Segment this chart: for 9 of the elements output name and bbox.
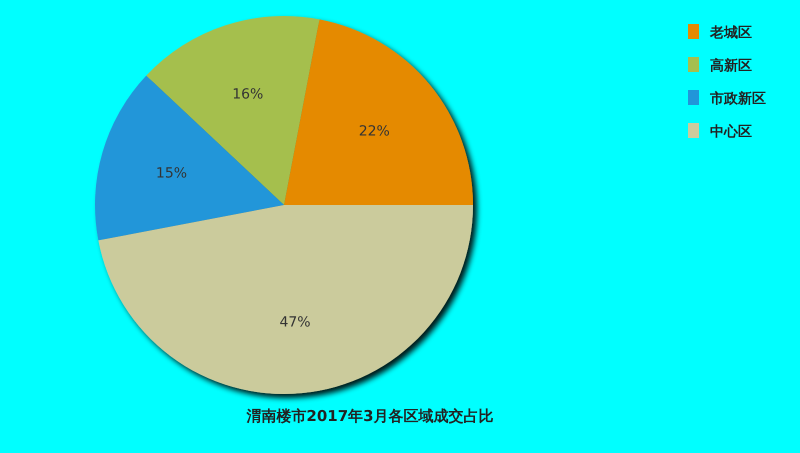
data-label: 47% bbox=[279, 314, 311, 331]
legend-label: 老城区 bbox=[709, 25, 752, 41]
data-label: 15% bbox=[156, 165, 188, 182]
legend-label: 高新区 bbox=[710, 57, 752, 74]
data-label: 22% bbox=[358, 123, 390, 140]
data-label: 16% bbox=[232, 86, 264, 103]
legend-label: 中心区 bbox=[710, 123, 752, 140]
legend-label: 市政新区 bbox=[709, 90, 766, 107]
text: 渭南楼市2017年3月各区域成交占比 bbox=[245, 407, 494, 425]
